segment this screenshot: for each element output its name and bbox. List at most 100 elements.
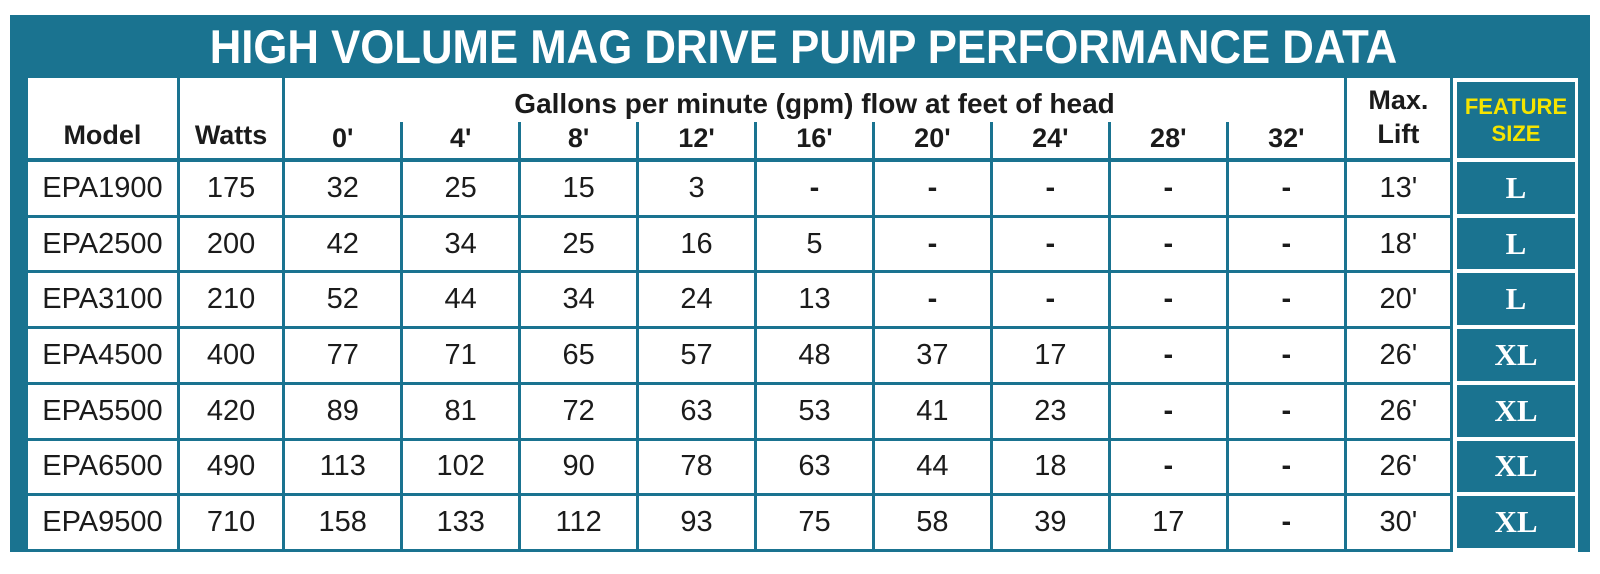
flow-cell: 78 bbox=[639, 440, 757, 497]
flow-cell: 48 bbox=[757, 329, 875, 385]
flow-cell: 133 bbox=[403, 496, 522, 552]
flow-cell: 18 bbox=[992, 440, 1111, 497]
flow-cell: 90 bbox=[521, 440, 640, 497]
flow-cell: 58 bbox=[874, 496, 993, 552]
header-sub-row: 0' 4' 8' 12' 16' 20' 24' 28' 32' bbox=[28, 122, 1578, 162]
flow-cell: 34 bbox=[521, 273, 640, 330]
flow-cell: 81 bbox=[403, 384, 522, 441]
col-header-max-lift: Max. Lift bbox=[1346, 78, 1453, 162]
table-body: EPA1900 175 32 25 15 3- - - - -13' L EPA2500 200 42 34… bbox=[28, 162, 1578, 552]
flow-cell: - bbox=[1110, 329, 1229, 385]
flow-cell: 42 bbox=[285, 217, 404, 274]
watts-cell: 175 bbox=[179, 162, 286, 218]
model-cell: EPA4500 bbox=[28, 329, 180, 385]
flow-cell: 72 bbox=[521, 384, 640, 441]
table-row: EPA4500 400 77 71 65 57 48 37 17- -26' XL bbox=[28, 329, 1578, 385]
feature-size-cell: L bbox=[1453, 273, 1578, 330]
flow-cell: 113 bbox=[285, 440, 404, 497]
flow-cell: 63 bbox=[757, 440, 875, 497]
table-row: EPA6500 490 113 102 90 78 63 44 18- -26' XL bbox=[28, 440, 1578, 497]
flow-cell: - bbox=[1228, 496, 1347, 552]
feature-size-cell: L bbox=[1453, 162, 1578, 218]
flow-cell: 65 bbox=[521, 329, 640, 385]
flow-cell: 39 bbox=[992, 496, 1111, 552]
col-header-feature-size: FEATURE SIZE bbox=[1453, 78, 1578, 162]
flow-cell: 52 bbox=[285, 273, 404, 330]
feature-size-cell: XL bbox=[1453, 496, 1578, 552]
watts-cell: 420 bbox=[179, 384, 286, 441]
model-cell: EPA2500 bbox=[28, 217, 180, 274]
flow-cell: - bbox=[1228, 217, 1347, 274]
flow-cell: 25 bbox=[521, 217, 640, 274]
flow-cell: 34 bbox=[403, 217, 522, 274]
max-lift-cell: 18' bbox=[1346, 217, 1453, 274]
feature-size-cell: XL bbox=[1453, 329, 1578, 385]
flow-cell: - bbox=[992, 217, 1111, 274]
flow-cell: - bbox=[1110, 384, 1229, 441]
table-row: EPA5500 420 89 81 72 63 53 41 23- -26' XL bbox=[28, 384, 1578, 441]
flow-cell: 3 bbox=[639, 162, 757, 218]
max-lift-cell: 20' bbox=[1346, 273, 1453, 330]
flow-cell: 75 bbox=[757, 496, 875, 552]
col-header-flow-12ft: 12' bbox=[639, 122, 757, 162]
flow-cell: 17 bbox=[1110, 496, 1229, 552]
col-header-flow-4ft: 4' bbox=[403, 122, 522, 162]
performance-table: Model Watts Gallons per minute (gpm) flo… bbox=[28, 78, 1578, 552]
col-header-flow-28ft: 28' bbox=[1110, 122, 1229, 162]
feature-size-cell: XL bbox=[1453, 384, 1578, 441]
flow-cell: - bbox=[1110, 162, 1229, 218]
flow-cell: 112 bbox=[521, 496, 640, 552]
flow-cell: 25 bbox=[403, 162, 522, 218]
flow-cell: 41 bbox=[874, 384, 993, 441]
flow-cell: - bbox=[1228, 384, 1347, 441]
page-title: HIGH VOLUME MAG DRIVE PUMP PERFORMANCE D… bbox=[209, 20, 1397, 73]
col-header-flow-16ft: 16' bbox=[757, 122, 875, 162]
col-header-model: Model bbox=[28, 78, 180, 162]
flow-cell: 93 bbox=[639, 496, 757, 552]
col-header-flow-24ft: 24' bbox=[992, 122, 1111, 162]
feature-size-cell: XL bbox=[1453, 440, 1578, 497]
col-header-flow-0ft: 0' bbox=[285, 122, 404, 162]
watts-cell: 490 bbox=[179, 440, 286, 497]
flow-cell: 44 bbox=[874, 440, 993, 497]
flow-cell: - bbox=[1110, 217, 1229, 274]
flow-cell: 158 bbox=[285, 496, 404, 552]
flow-cell: 37 bbox=[874, 329, 993, 385]
flow-cell: - bbox=[992, 162, 1111, 218]
table-row: EPA1900 175 32 25 15 3- - - - -13' L bbox=[28, 162, 1578, 218]
max-lift-cell: 26' bbox=[1346, 384, 1453, 441]
table-frame: HIGH VOLUME MAG DRIVE PUMP PERFORMANCE D… bbox=[10, 15, 1590, 552]
table-row: EPA3100 210 52 44 34 24 13- - - -20' L bbox=[28, 273, 1578, 330]
col-header-flow-20ft: 20' bbox=[874, 122, 993, 162]
flow-cell: - bbox=[874, 217, 993, 274]
flow-cell: 23 bbox=[992, 384, 1111, 441]
flow-cell: - bbox=[1228, 162, 1347, 218]
flow-cell: 77 bbox=[285, 329, 404, 385]
flow-cell: 17 bbox=[992, 329, 1111, 385]
watts-cell: 400 bbox=[179, 329, 286, 385]
flow-cell: 16 bbox=[639, 217, 757, 274]
flow-cell: - bbox=[1110, 440, 1229, 497]
flow-cell: - bbox=[992, 273, 1111, 330]
flow-cell: 44 bbox=[403, 273, 522, 330]
watts-cell: 210 bbox=[179, 273, 286, 330]
flow-cell: 13 bbox=[757, 273, 875, 330]
flow-cell: 89 bbox=[285, 384, 404, 441]
max-lift-cell: 13' bbox=[1346, 162, 1453, 218]
table-header: Model Watts Gallons per minute (gpm) flo… bbox=[28, 78, 1578, 162]
flow-cell: 32 bbox=[285, 162, 404, 218]
col-header-watts: Watts bbox=[179, 78, 286, 162]
flow-cell: 5 bbox=[757, 217, 875, 274]
flow-cell: - bbox=[874, 273, 993, 330]
max-lift-cell: 26' bbox=[1346, 440, 1453, 497]
header-group-row: Model Watts Gallons per minute (gpm) flo… bbox=[28, 78, 1578, 162]
flow-cell: 63 bbox=[639, 384, 757, 441]
flow-cell: 102 bbox=[403, 440, 522, 497]
table-row: EPA2500 200 42 34 25 16 5- - - -18' L bbox=[28, 217, 1578, 274]
flow-cell: - bbox=[1110, 273, 1229, 330]
watts-cell: 200 bbox=[179, 217, 286, 274]
max-lift-cell: 26' bbox=[1346, 329, 1453, 385]
model-cell: EPA1900 bbox=[28, 162, 180, 218]
flow-cell: - bbox=[757, 162, 875, 218]
max-lift-cell: 30' bbox=[1346, 496, 1453, 552]
